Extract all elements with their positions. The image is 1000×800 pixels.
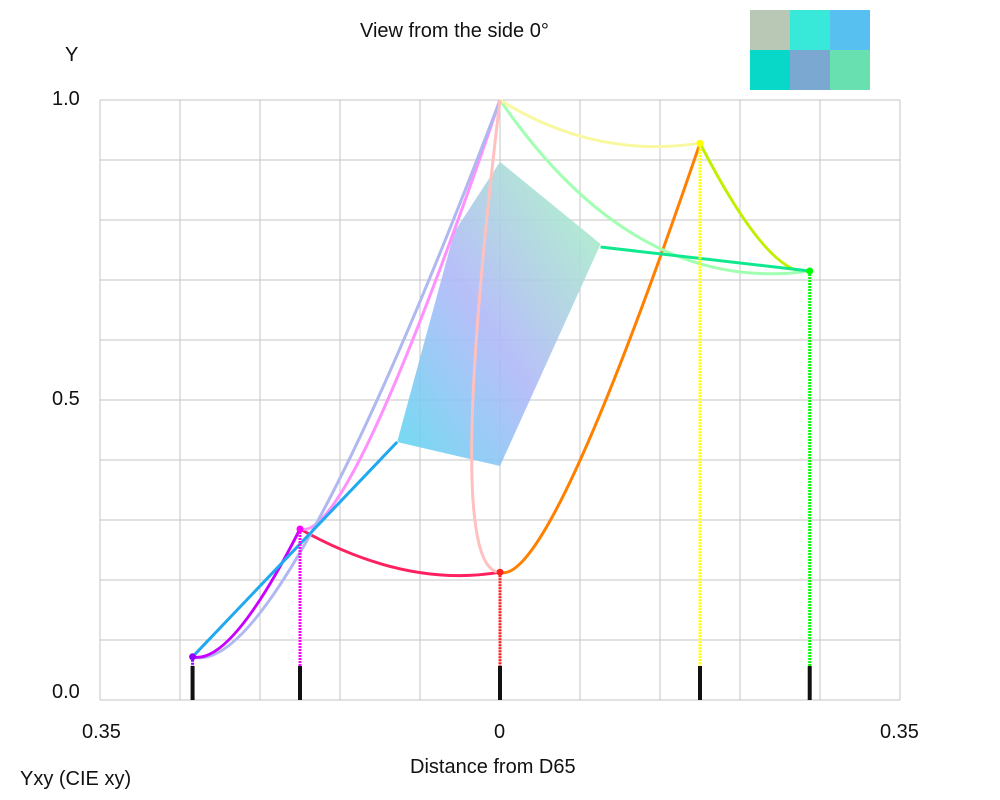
gamut-edge	[299, 527, 501, 578]
y-tick-label: 0.5	[52, 388, 80, 410]
color-space-caption: Yxy (CIE xy)	[20, 768, 132, 790]
primary-point	[296, 525, 304, 533]
thumbnail-tile	[830, 50, 870, 90]
y-axis-title: Y	[65, 44, 79, 66]
inner-gamut-solid	[397, 161, 601, 467]
y-tick-label: 0.0	[52, 681, 80, 703]
thumbnail-tile	[750, 10, 790, 50]
x-tick-label: 0	[494, 721, 506, 743]
thumbnail-tile	[790, 50, 830, 90]
primary-point	[189, 653, 197, 661]
x-axis-title: Distance from D65	[410, 756, 576, 778]
inner-gamut-face	[397, 161, 601, 467]
primary-point	[496, 568, 504, 576]
view-title: View from the side 0°	[360, 20, 549, 42]
gamut-edge	[470, 99, 502, 574]
thumbnail-tile	[750, 50, 790, 90]
gamut-edge	[499, 98, 701, 149]
primary-point	[696, 139, 704, 147]
x-tick-label: 0.35	[82, 721, 121, 743]
gamut-thumbnail	[750, 10, 870, 90]
gamut-edge	[498, 99, 810, 276]
gamut-edge	[698, 142, 811, 274]
vertical-drop-lines	[189, 139, 814, 700]
thumbnail-tile	[790, 10, 830, 50]
x-tick-label: 0.35	[880, 721, 919, 743]
gamut-edge	[600, 245, 810, 273]
y-tick-label: 1.0	[52, 88, 80, 110]
thumbnail-tile	[830, 10, 870, 50]
primary-point	[806, 267, 814, 275]
gamut-edge	[499, 142, 702, 575]
gamut-edges	[191, 98, 811, 660]
gamut-edge	[191, 440, 399, 658]
